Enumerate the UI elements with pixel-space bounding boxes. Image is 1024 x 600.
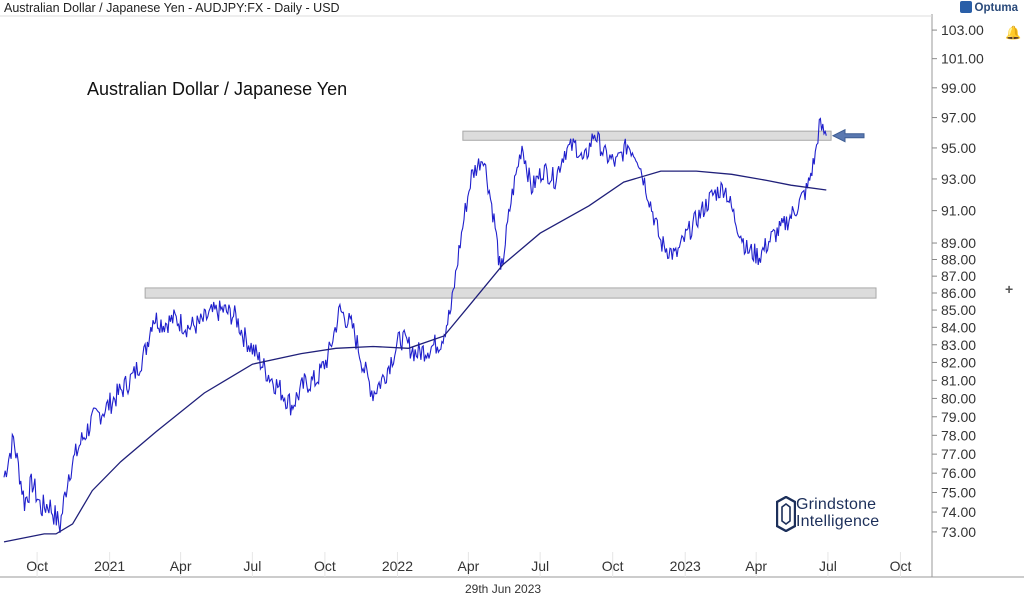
crosshair-date-label: 29th Jun 2023: [465, 582, 542, 596]
grindstone-logo-icon: [776, 496, 796, 532]
y-tick-label: 95.00: [941, 140, 976, 156]
bell-icon[interactable]: 🔔: [1005, 25, 1022, 40]
y-tick-label: 78.00: [941, 427, 976, 443]
support-resistance-zone-2: [462, 130, 832, 141]
x-tick-label: Jul: [243, 558, 261, 574]
grindstone-logo: Grindstone Intelligence: [776, 494, 916, 536]
y-tick-label: 82.00: [941, 354, 976, 370]
y-tick-label: 76.00: [941, 465, 976, 481]
y-tick-label: 93.00: [941, 171, 976, 187]
logo-line-2: Intelligence: [796, 513, 880, 530]
plus-icon[interactable]: +: [1005, 281, 1014, 297]
x-tick-label: Oct: [314, 558, 336, 574]
y-tick-label: 73.00: [941, 524, 976, 540]
y-tick-label: 84.00: [941, 319, 976, 335]
x-tick-label: Oct: [890, 558, 912, 574]
arrow-left-icon: [831, 128, 865, 143]
x-tick-label: Jul: [531, 558, 549, 574]
y-tick-label: 80.00: [941, 390, 976, 406]
y-tick-label: 83.00: [941, 337, 976, 353]
y-tick-label: 74.00: [941, 504, 976, 520]
chart-header-title: Australian Dollar / Japanese Yen - AUDJP…: [4, 1, 340, 15]
y-tick-label: 75.00: [941, 484, 976, 500]
x-tick-label: Jul: [819, 558, 837, 574]
y-tick-label: 97.00: [941, 110, 976, 126]
moving-average-line: [3, 170, 827, 543]
x-tick-label: 2021: [94, 558, 125, 574]
y-tick-label: 91.00: [941, 203, 976, 219]
optuma-logo-icon: [959, 1, 972, 13]
y-tick-label: 77.00: [941, 446, 976, 462]
brand-badge: Optuma: [959, 1, 1018, 14]
y-tick-label: 101.00: [941, 51, 984, 67]
x-tick-label: 2023: [670, 558, 701, 574]
y-tick-label: 88.00: [941, 252, 976, 268]
y-tick-label: 103.00: [941, 22, 984, 38]
support-resistance-zone-1: [144, 287, 877, 299]
y-tick-label: 99.00: [941, 80, 976, 96]
y-tick-label: 89.00: [941, 235, 976, 251]
x-tick-label: Apr: [745, 558, 767, 574]
x-tick-label: 2022: [382, 558, 413, 574]
y-tick-label: 81.00: [941, 372, 976, 388]
x-tick-label: Apr: [457, 558, 479, 574]
x-tick-label: Oct: [602, 558, 624, 574]
chart-title: Australian Dollar / Japanese Yen: [87, 79, 348, 99]
y-tick-label: 86.00: [941, 285, 976, 301]
y-tick-label: 79.00: [941, 409, 976, 425]
brand-label: Optuma: [974, 2, 1018, 14]
y-tick-label: 85.00: [941, 302, 976, 318]
price-series-line: [3, 117, 827, 533]
x-tick-label: Oct: [26, 558, 48, 574]
x-tick-label: Apr: [170, 558, 192, 574]
logo-line-1: Grindstone: [796, 496, 877, 513]
y-tick-label: 87.00: [941, 268, 976, 284]
